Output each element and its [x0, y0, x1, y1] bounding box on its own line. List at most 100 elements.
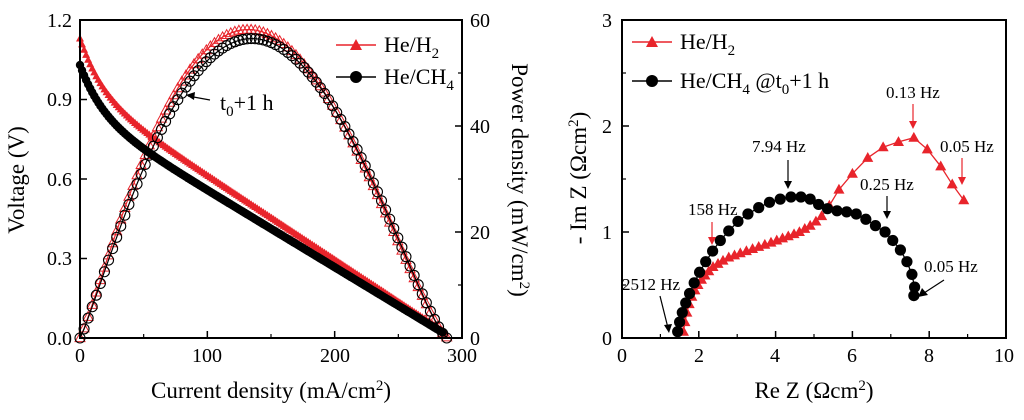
- iv-power-point: [229, 25, 241, 36]
- eis-legend: He/H2 He/CH4 @t0+1 h: [632, 29, 829, 98]
- iv-power-point: [224, 26, 237, 38]
- iv-power-point: [233, 24, 245, 35]
- iv-power-point: [200, 43, 213, 55]
- eis-point: [810, 215, 822, 226]
- eis-xtick-label: 2: [694, 345, 704, 367]
- iv-power-point: [98, 266, 110, 278]
- iv-power-point: [151, 120, 164, 132]
- eis-point: [831, 205, 843, 217]
- iv-power-point: [180, 81, 192, 93]
- eis-point: [879, 226, 891, 238]
- eis-point: [693, 266, 706, 278]
- iv-power-point: [237, 33, 249, 45]
- iv-power-point: [127, 188, 139, 200]
- iv-y2tick-label: 40: [470, 116, 490, 138]
- eis-point: [906, 268, 918, 280]
- iv-power-point: [200, 56, 212, 68]
- eis-point: [742, 208, 754, 220]
- iv-power-point: [82, 312, 94, 324]
- iv-xtick-label: 300: [447, 345, 477, 367]
- eis-point: [763, 196, 776, 208]
- iv-power-point: [310, 76, 322, 88]
- iv-power-point: [102, 254, 115, 266]
- iv-power-point: [204, 52, 216, 64]
- eis-annotation-label: 158 Hz: [688, 200, 738, 219]
- eis-point: [921, 143, 933, 154]
- iv-power-point: [269, 31, 282, 43]
- eis-point: [774, 193, 786, 205]
- iv-power-point: [282, 40, 294, 52]
- iv-legend-label-ch4: He/CH4: [384, 64, 454, 94]
- eis-legend-label-ch4: He/CH4 @t0+1 h: [680, 68, 829, 98]
- iv-power-point: [216, 30, 229, 42]
- eis-annotation-arrowhead: [883, 211, 891, 219]
- eis-xtick-label: 10: [994, 345, 1014, 367]
- iv-power-point: [135, 158, 147, 169]
- iv-power-point: [233, 34, 245, 46]
- iv-power-point: [123, 198, 135, 211]
- iv-power-point: [241, 33, 253, 45]
- iv-ytick-label: 1.2: [47, 10, 72, 32]
- eis-point: [901, 256, 913, 268]
- iv-power-point: [323, 93, 335, 106]
- eis-annotation-arrowhead: [664, 324, 672, 333]
- eis-point: [753, 202, 765, 214]
- iv-power-line-1: [79, 37, 448, 339]
- eis-point: [717, 254, 729, 265]
- iv-power-point: [396, 241, 408, 253]
- eis-point: [680, 297, 692, 309]
- iv-power-point: [139, 158, 151, 171]
- iv-power-point: [167, 88, 180, 100]
- eis-annotation-label: 0.05 Hz: [940, 137, 994, 156]
- eis-annotation-arrow: [923, 279, 945, 294]
- eis-point: [877, 141, 889, 152]
- iv-power-point: [208, 36, 221, 47]
- iv-power-point: [220, 28, 233, 40]
- eis-point: [714, 234, 726, 247]
- eis-xtick-label: 0: [617, 345, 627, 367]
- iv-power-point: [86, 301, 98, 313]
- eis-annotation-label: 0.05 Hz: [924, 257, 978, 276]
- iv-power-point: [253, 33, 265, 45]
- iv-power-point: [94, 277, 106, 289]
- eis-point: [850, 208, 862, 220]
- eis-point: [793, 226, 805, 237]
- eis-point: [816, 210, 828, 221]
- eis-point: [672, 326, 684, 338]
- eis-data-marks: [672, 131, 970, 338]
- iv-power-point: [433, 321, 445, 333]
- iv-power-point: [290, 53, 302, 65]
- iv-power-point: [111, 231, 123, 243]
- iv-power-point: [282, 46, 294, 58]
- iv-power-point: [176, 87, 188, 99]
- iv-power-point: [82, 310, 94, 321]
- iv-power-point: [416, 288, 428, 300]
- iv-power-point: [375, 195, 388, 207]
- eis-point: [860, 213, 872, 225]
- eis-point: [935, 160, 947, 171]
- iv-power-point: [408, 269, 420, 281]
- eis-annotations: 0.13 Hz 0.05 Hz 158 Hz 7.94 Hz 0.25 Hz 0…: [622, 83, 994, 333]
- iv-xtick-label: 0: [75, 345, 85, 367]
- iv-data-marks: [74, 23, 453, 344]
- eis-point: [946, 178, 958, 189]
- eis-point: [700, 256, 712, 268]
- iv-power-point: [388, 222, 400, 234]
- eis-point: [841, 206, 853, 218]
- iv-x-axis-title: Current density (mA/cm2): [151, 378, 391, 403]
- iv-power-point: [380, 204, 392, 216]
- eis-annotation-arrowhead: [708, 237, 716, 245]
- iv-power-point: [400, 251, 412, 263]
- iv-power-point: [143, 149, 155, 161]
- eis-point: [833, 183, 845, 194]
- iv-power-point: [78, 322, 90, 333]
- iv-power-point: [90, 289, 102, 301]
- iv-legend: He/H2 He/CH4: [336, 32, 454, 94]
- iv-power-point: [123, 190, 135, 201]
- iv-y2tick-label: 20: [470, 222, 490, 244]
- iv-power-point: [172, 94, 184, 106]
- iv-y2-axis-title: Power density (mW/cm2): [507, 63, 532, 297]
- iv-power-point: [392, 232, 404, 244]
- eis-point: [732, 215, 744, 227]
- iv-y2tick-label: 0: [470, 328, 480, 350]
